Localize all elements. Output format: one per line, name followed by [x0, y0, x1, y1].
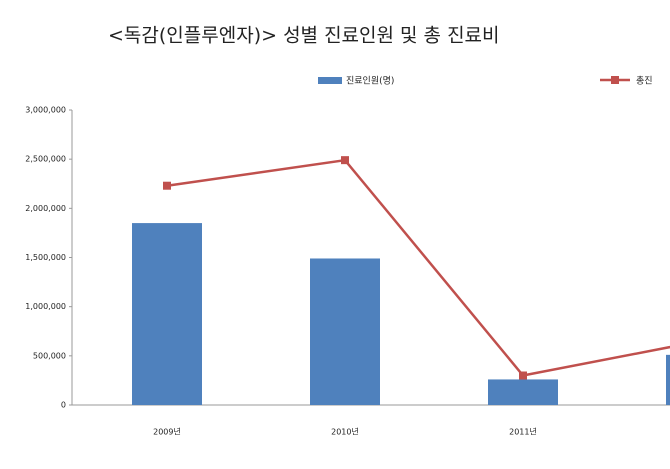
y-tick-label: 500,000 — [33, 351, 66, 360]
bar — [666, 354, 670, 405]
marker — [163, 181, 171, 190]
x-tick-label: 2011년 — [509, 427, 537, 437]
line — [166, 158, 670, 377]
marker — [519, 371, 527, 380]
y-tick-label: 1,000,000 — [25, 302, 66, 311]
legend-swatch — [611, 76, 619, 84]
legend-label: 진료인원(명) — [346, 76, 394, 87]
y-tick-label: 2,000,000 — [25, 204, 66, 213]
bar — [132, 223, 202, 405]
chart-title: <독감(인플루엔자)> 성별 진료인원 및 총 진료비 — [108, 25, 500, 47]
y-tick-label: 2,500,000 — [25, 155, 66, 164]
x-tick-label: 2010년 — [331, 427, 359, 437]
bar — [310, 258, 380, 405]
y-tick-label: 3,000,000 — [25, 106, 66, 115]
legend-swatch — [318, 77, 342, 84]
y-tick-label: 0 — [61, 401, 66, 410]
legend-label: 총진 — [636, 76, 653, 87]
marker — [341, 156, 349, 165]
bar — [488, 379, 558, 405]
y-tick-label: 1,500,000 — [25, 253, 66, 262]
x-tick-label: 2009년 — [153, 427, 181, 437]
